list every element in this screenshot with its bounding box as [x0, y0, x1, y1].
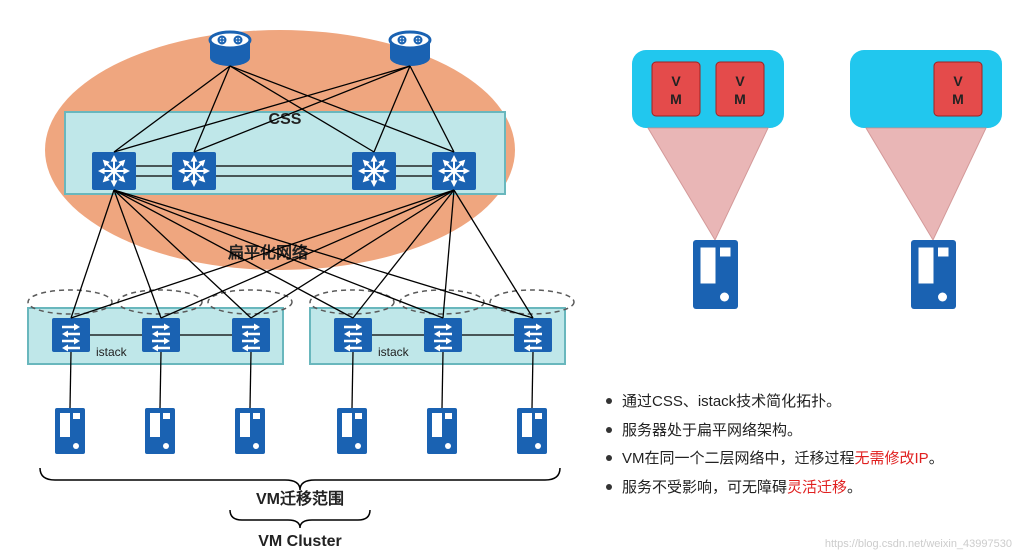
svg-text:V: V	[671, 73, 681, 89]
svg-text:M: M	[734, 91, 746, 107]
svg-text:V: V	[953, 73, 963, 89]
svg-text:CSS: CSS	[269, 111, 302, 128]
svg-text:VM迁移范围: VM迁移范围	[256, 489, 344, 508]
svg-text:istack: istack	[378, 345, 410, 359]
svg-text:M: M	[952, 91, 964, 107]
bullet-list: 通过CSS、istack技术简化拓扑。服务器处于扁平网络架构。VM在同一个二层网…	[606, 388, 1006, 502]
svg-text:VM Cluster: VM Cluster	[258, 533, 342, 550]
svg-text:istack: istack	[96, 345, 128, 359]
svg-text:M: M	[670, 91, 682, 107]
watermark: https://blog.csdn.net/weixin_43997530	[825, 538, 1012, 550]
svg-text:V: V	[735, 73, 745, 89]
